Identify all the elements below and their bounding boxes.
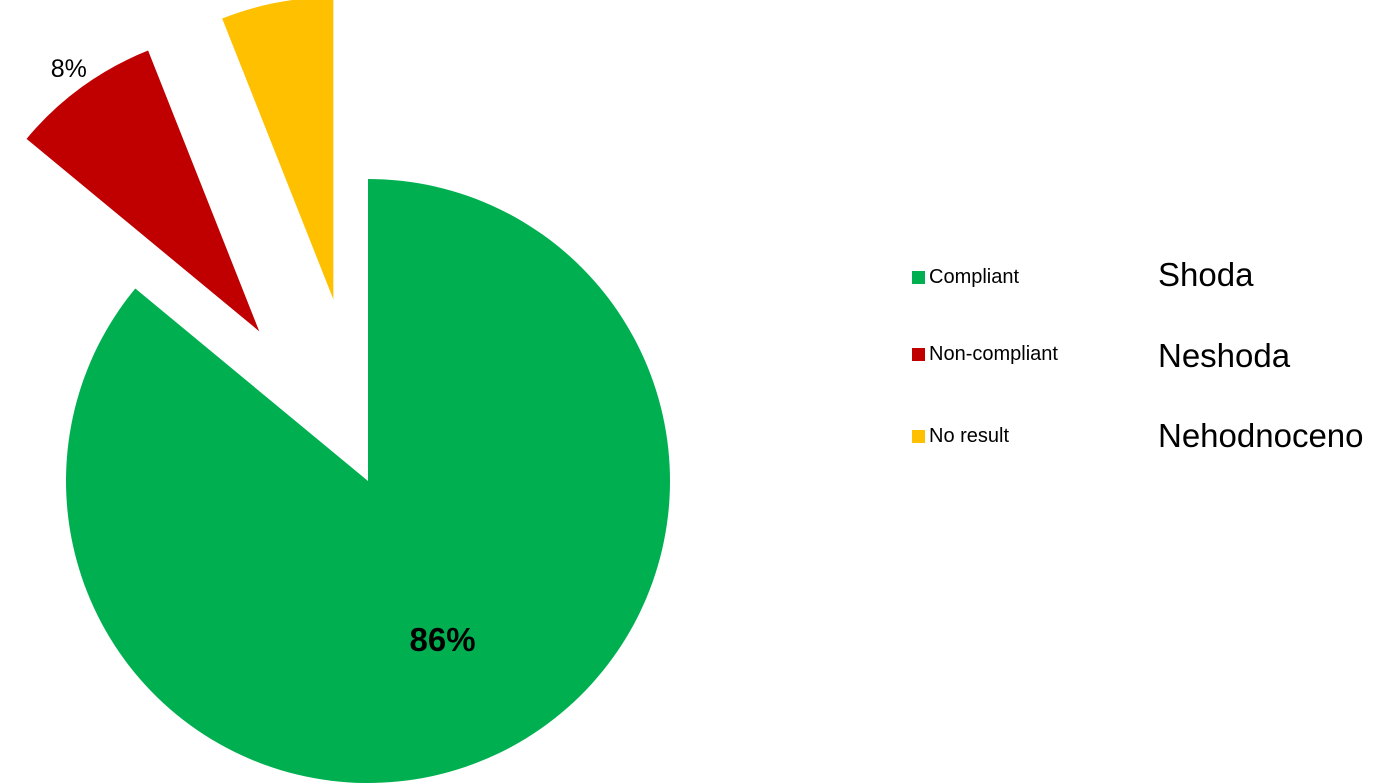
pie-slice-non-compliant xyxy=(26,50,260,332)
legend-swatch-compliant xyxy=(912,270,925,284)
legend-item-no-result: No result xyxy=(912,421,1009,451)
legend-label-compliant: Compliant xyxy=(929,265,1020,288)
legend-label-no-result: No result xyxy=(929,424,1010,447)
annotation-neshoda: Neshoda xyxy=(1158,337,1291,374)
pie-slice-compliant xyxy=(65,179,670,783)
annotation-nehodnoceno: Nehodnoceno xyxy=(1158,417,1364,454)
pie-slices xyxy=(26,0,670,783)
legend-item-non-compliant: Non-compliant xyxy=(912,339,1058,369)
legend-swatch-non-compliant xyxy=(912,347,925,361)
pie-slice-label-non-compliant: 8% xyxy=(51,55,87,83)
legend-item-compliant: Compliant xyxy=(912,262,1019,292)
legend-label-non-compliant: Non-compliant xyxy=(929,342,1058,365)
legend-swatch-no-result xyxy=(912,429,925,443)
pie-slice-label-compliant: 86% xyxy=(410,621,476,658)
annotation-shoda: Shoda xyxy=(1158,256,1254,293)
pie-slice-labels: 86%8%6% xyxy=(51,55,476,658)
pie-slice-no-result xyxy=(222,0,334,300)
